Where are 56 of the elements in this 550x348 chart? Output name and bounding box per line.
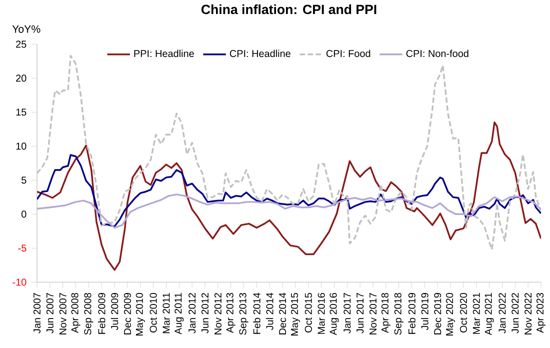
line-series xyxy=(37,154,542,228)
x-tick-label: Feb 2009 xyxy=(98,292,106,334)
chart-title: China inflation: CPI and PPI xyxy=(201,4,376,14)
y-tick-label: 0 xyxy=(22,210,26,218)
x-tick-label: Sep 2018 xyxy=(394,292,404,335)
x-tick-label: Aug 2016 xyxy=(330,292,339,336)
x-tick-label: Nov 2022 xyxy=(524,292,532,334)
y-tick-label: 5 xyxy=(22,176,26,184)
legend-label: CPI: Non-food xyxy=(406,50,468,57)
x-tick-label: Jan 2007 xyxy=(33,292,41,334)
x-tick-label: Sep 2008 xyxy=(84,292,94,335)
x-tick-label: Oct 2015 xyxy=(304,292,312,332)
x-tick-label: Jul 2014 xyxy=(266,292,274,330)
x-tick-label: Jul 2009 xyxy=(110,292,118,330)
legend-label: PPI: Headline xyxy=(134,50,194,57)
x-tick-label: Feb 2014 xyxy=(253,292,260,334)
x-tick-label: Apr 2013 xyxy=(226,292,236,333)
y-tick-label: -5 xyxy=(18,244,26,252)
x-tick-label: Dec 2014 xyxy=(279,292,286,334)
x-tick-label: Jan 2017 xyxy=(344,292,351,334)
x-tick-label: Jun 2017 xyxy=(356,292,364,334)
x-tick-label: Sep 2013 xyxy=(239,292,248,335)
x-tick-label: Dec 2009 xyxy=(124,292,131,334)
x-tick-label: Oct 2010 xyxy=(150,292,157,332)
x-tick-label: Apr 2018 xyxy=(381,292,390,333)
x-tick-label: Jul 2019 xyxy=(421,292,428,330)
line-series xyxy=(37,121,542,271)
x-tick-label: Aug 2021 xyxy=(484,292,494,336)
x-tick-label: May 2015 xyxy=(290,292,300,336)
x-tick-label: Jun 2007 xyxy=(46,292,54,334)
y-tick-label: 10 xyxy=(16,142,26,150)
x-tick-label: Apr 2008 xyxy=(71,292,80,333)
x-tick-label: Jun 2012 xyxy=(201,292,209,334)
y-axis-title: YoY% xyxy=(12,25,40,33)
x-tick-label: Jun 2022 xyxy=(512,292,519,334)
y-tick-label: 25 xyxy=(16,40,26,48)
x-tick-label: Mar 2016 xyxy=(318,292,325,334)
x-tick-label: Nov 2017 xyxy=(369,292,377,334)
x-tick-label: May 2020 xyxy=(446,292,456,336)
x-tick-label: Dec 2019 xyxy=(434,292,442,334)
y-tick-label: 15 xyxy=(16,108,26,116)
y-tick-label: 20 xyxy=(16,74,26,82)
x-tick-label: Mar 2011 xyxy=(162,292,170,333)
x-tick-label: Jan 2012 xyxy=(188,292,196,334)
x-tick-label: Aug 2011 xyxy=(174,292,184,334)
x-tick-label: Nov 2007 xyxy=(59,292,66,334)
x-tick-label: Nov 2012 xyxy=(214,292,222,334)
x-tick-label: Mar 2021 xyxy=(472,292,480,334)
x-tick-label: Jan 2022 xyxy=(498,292,506,334)
x-tick-label: Feb 2019 xyxy=(408,292,416,334)
legend-label: CPI: Headline xyxy=(230,50,290,57)
legend-label: CPI: Food xyxy=(326,50,370,57)
x-tick-label: Apr 2023 xyxy=(536,292,546,333)
x-tick-label: Oct 2020 xyxy=(460,292,467,332)
y-tick-label: -10 xyxy=(12,278,26,286)
x-tick-label: May 2010 xyxy=(136,292,145,336)
